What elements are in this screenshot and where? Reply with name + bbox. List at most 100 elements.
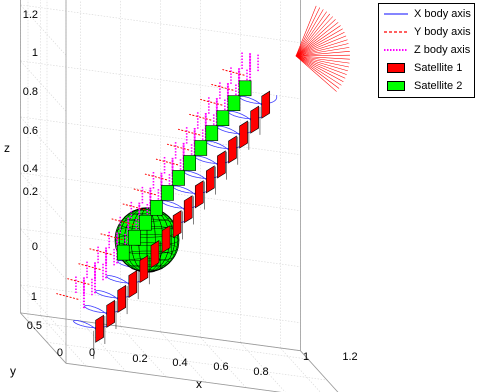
z-axis-label: z <box>4 141 10 155</box>
satellite-2-body <box>172 170 185 186</box>
y-body-axis-vector <box>89 248 112 256</box>
x-tick-label: 0.2 <box>132 353 147 365</box>
legend-swatch-green-box <box>382 79 410 93</box>
legend-label: Satellite 2 <box>414 80 463 92</box>
z-tick-label: 0 <box>32 241 38 253</box>
satellite-1-body <box>150 240 160 269</box>
satellite-1-body <box>172 210 182 239</box>
z-tick-label: 1 <box>32 47 38 59</box>
y-axis-label: y <box>10 364 16 378</box>
x-tick-label: 0.8 <box>253 366 268 378</box>
fan-ray <box>295 55 337 92</box>
fan-ray <box>295 16 334 57</box>
satellite-1-body <box>139 254 149 284</box>
legend-label: Z body axis <box>414 44 471 56</box>
satellite-2-body <box>227 95 241 111</box>
x-tick-label: 1.2 <box>342 351 357 363</box>
fan-ray <box>295 35 347 57</box>
box-edge <box>20 312 301 352</box>
satellite-1-body <box>206 165 215 194</box>
satellite-1-body <box>250 105 259 134</box>
satellite-2-body <box>128 229 141 246</box>
y-body-axis-vector <box>122 203 145 211</box>
legend-item-y-body-axis: Y body axis <box>382 25 474 39</box>
fan-ray <box>295 32 345 57</box>
legend-swatch-solid-blue <box>384 13 408 15</box>
fan-ray <box>295 7 321 57</box>
sphere-latitude <box>114 234 180 246</box>
satellite-2-body <box>194 140 208 156</box>
legend-item-x-body-axis: X body axis <box>382 7 474 21</box>
fan-ray <box>295 9 324 57</box>
fan-ray <box>295 28 343 57</box>
legend-label: Satellite 1 <box>414 62 463 74</box>
y-body-axis-vector <box>111 218 134 226</box>
fan-ray <box>295 55 340 89</box>
x-axis-label: x <box>196 377 202 391</box>
red-fan-rays <box>295 5 351 92</box>
fan-ray <box>295 5 317 57</box>
satellite-1-pose <box>78 246 127 330</box>
satellite-1-pose <box>67 261 115 344</box>
z-tick-label: 0.2 <box>23 186 38 198</box>
x-tick-label: 0 <box>89 347 95 359</box>
x-tick-label: 0.4 <box>172 357 187 369</box>
fan-ray <box>295 55 344 83</box>
x-tick-label: 0.6 <box>213 361 228 373</box>
legend-swatch-dotted-magenta <box>384 49 408 51</box>
y-body-axis-vector <box>211 83 234 91</box>
z-tick-label: 0.6 <box>23 125 38 137</box>
y-body-axis-vector <box>133 188 156 196</box>
y-body-axis-vector <box>178 128 201 136</box>
satellite-1-body <box>117 284 127 313</box>
y-body-axis-vector <box>56 293 79 300</box>
satellite-1-pose <box>222 52 271 135</box>
satellites <box>56 52 271 359</box>
fan-ray <box>295 25 341 57</box>
fan-ray <box>295 19 336 57</box>
fan-ray <box>295 55 342 86</box>
y-tick-label: 1 <box>31 291 37 303</box>
satellite-2-body <box>116 244 130 261</box>
legend-swatch-red-box <box>382 61 410 75</box>
legend-item-z-body-axis: Z body axis <box>382 43 474 57</box>
z-tick-label: 0.8 <box>23 86 38 98</box>
axes-grid <box>19 0 339 392</box>
satellite-2-body <box>150 200 163 216</box>
y-body-axis-vector <box>189 113 212 121</box>
fan-ray <box>295 22 339 57</box>
y-body-axis-vector <box>100 233 123 241</box>
y-body-axis-vector <box>200 98 223 106</box>
fan-ray <box>295 43 349 57</box>
y-body-axis-vector <box>166 143 190 151</box>
fan-ray <box>295 54 351 57</box>
satellite-1-body <box>128 269 138 299</box>
box-edge <box>300 350 339 392</box>
fan-ray <box>295 55 350 60</box>
axes-ticks: 0 0.2 0.4 0.6 0.81 1.2 00.51 00.20.40.60.811.… <box>23 9 358 378</box>
satellite-1-pose <box>56 276 104 359</box>
satellite-1-pose <box>211 67 259 150</box>
sphere-latitude <box>115 242 179 255</box>
y-body-axis-vector <box>222 69 245 76</box>
satellite-1-pose <box>189 97 237 180</box>
fan-ray <box>295 39 348 57</box>
fan-ray <box>295 47 350 57</box>
satellite-2-body <box>205 125 219 141</box>
satellite-1-body <box>183 195 193 224</box>
satellite-1-body <box>194 180 204 209</box>
legend-swatch-dashed-red <box>384 31 408 33</box>
legend-item-satellite-2: Satellite 2 <box>382 79 474 93</box>
fan-ray <box>295 55 349 68</box>
satellite-1-body <box>228 135 237 164</box>
y-body-axis-vector <box>144 173 168 181</box>
box-edge <box>20 312 67 364</box>
y-tick-label: 0 <box>57 347 63 359</box>
fan-ray <box>295 55 347 75</box>
fan-ray <box>295 55 346 79</box>
satellite-1-body <box>217 150 226 179</box>
fan-ray <box>295 13 331 57</box>
satellite-1-body <box>95 314 104 343</box>
x-tick-labels: 0 0.2 0.4 0.6 0.8 1 1.2 <box>89 347 358 378</box>
